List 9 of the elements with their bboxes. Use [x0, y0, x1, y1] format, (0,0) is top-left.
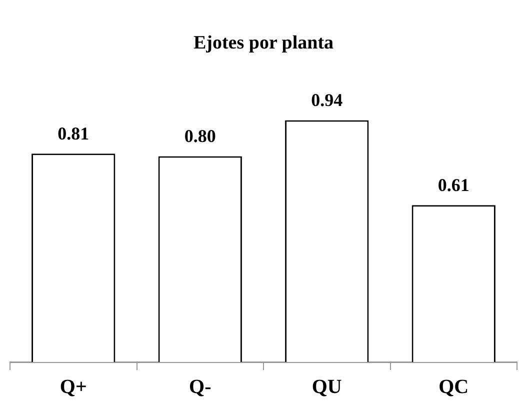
data-label: 0.94 [311, 90, 343, 110]
x-tick-label: QC [438, 376, 469, 398]
data-label: 0.61 [438, 174, 470, 195]
x-tick-label: QU [312, 376, 342, 398]
data-label: 0.81 [58, 123, 90, 144]
x-tick-label: Q+ [60, 376, 87, 398]
data-label: 0.80 [184, 126, 216, 146]
chart-title: Ejotes por planta [193, 32, 334, 54]
x-tick-label: Q- [189, 376, 212, 398]
